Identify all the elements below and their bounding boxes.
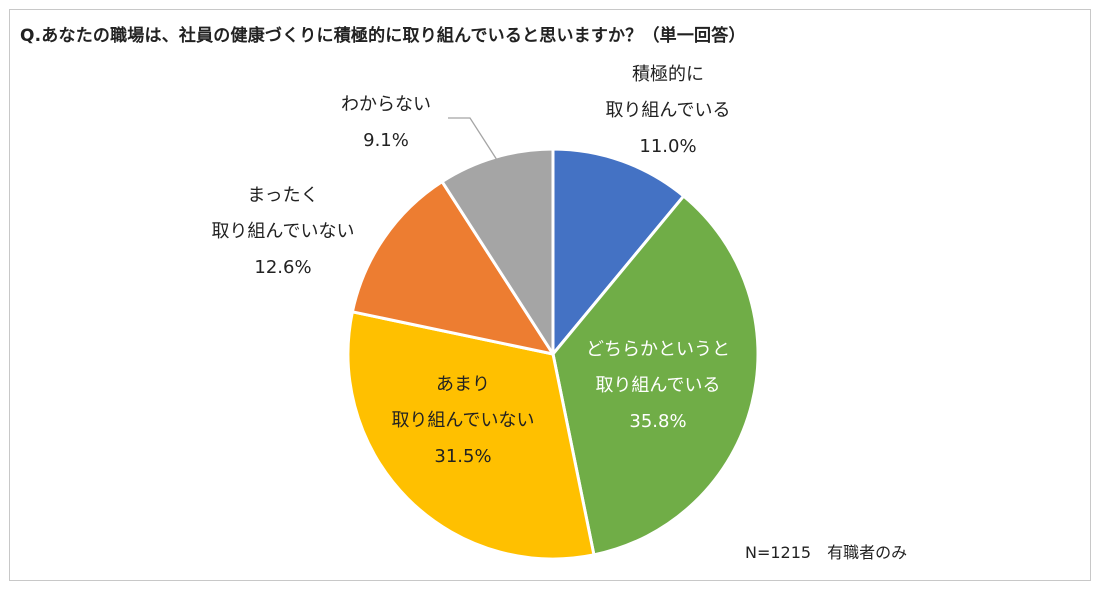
slice-active xyxy=(551,147,686,356)
slice-active-category-label: 積極的に xyxy=(632,64,704,85)
slice-active-category-label: 取り組んでいる xyxy=(605,100,730,121)
slice-somewhat xyxy=(551,194,760,557)
slice-not-much xyxy=(346,310,596,561)
slice-not-at-all-category-label: まったく xyxy=(247,185,318,206)
slice-not-much-value-label: 31.5% xyxy=(434,446,491,467)
slice-unknown-category-label: わからない xyxy=(341,94,431,115)
slice-somewhat-value-label: 35.8% xyxy=(629,411,686,432)
leader-line-unknown xyxy=(448,117,498,161)
slice-not-much-category-label: あまり xyxy=(436,374,490,395)
sample-note: N=1215 有職者のみ xyxy=(745,543,908,562)
slice-not-at-all-category-label: 取り組んでいない xyxy=(211,221,354,242)
slice-unknown-value-label: 9.1% xyxy=(363,130,409,151)
slice-not-much-category-label: 取り組んでいない xyxy=(391,410,534,431)
slice-not-at-all xyxy=(350,180,555,356)
slice-somewhat-category-label: どちらかというと xyxy=(586,339,730,360)
chart-frame xyxy=(9,9,1091,581)
slice-active-value-label: 11.0% xyxy=(639,136,696,157)
chart-title: Q.あなたの職場は、社員の健康づくりに積極的に取り組んでいると思いますか？（単一… xyxy=(20,26,746,46)
slice-not-at-all-value-label: 12.6% xyxy=(254,257,311,278)
slice-somewhat-category-label: 取り組んでいる xyxy=(595,375,720,396)
